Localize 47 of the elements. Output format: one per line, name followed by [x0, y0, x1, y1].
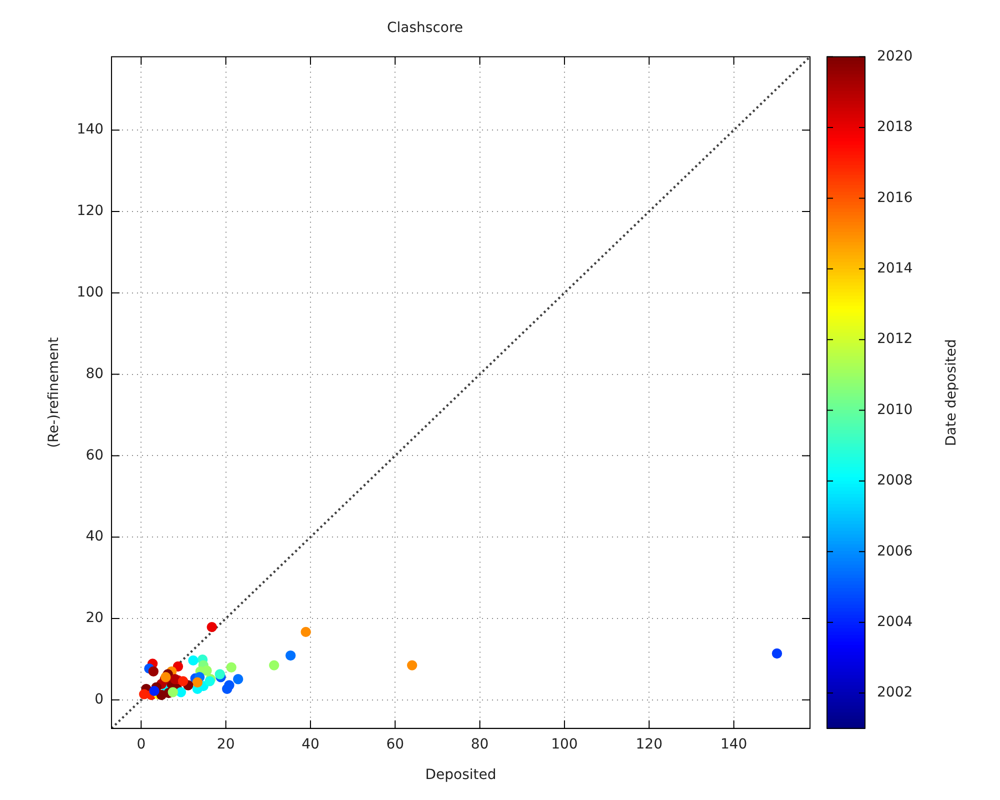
x-axis-title: Deposited — [425, 767, 496, 784]
point — [192, 677, 203, 688]
point — [222, 684, 232, 694]
color-bar-label: 2008 — [877, 472, 913, 489]
y-tick-label: 40 — [86, 528, 104, 545]
color-bar-label: 2012 — [877, 331, 913, 348]
y-tick-label: 120 — [76, 203, 104, 220]
point — [268, 660, 280, 670]
point — [214, 669, 225, 680]
point — [178, 676, 188, 686]
color-bar-label: 2010 — [877, 402, 913, 418]
x-tick-label: 40 — [302, 736, 320, 752]
y-tick-label: 80 — [86, 366, 104, 382]
y-tick-label: 60 — [86, 447, 104, 464]
y-tick-label: 100 — [76, 284, 104, 301]
point — [149, 686, 160, 696]
point — [226, 662, 236, 672]
y-tick-label: 0 — [94, 692, 104, 708]
point — [232, 674, 244, 684]
color-bar-title: Date deposited — [944, 339, 960, 446]
color-bar-label: 2018 — [877, 119, 913, 136]
y-tick-label: 140 — [76, 122, 104, 138]
y-axis-title: (Re-)refinement — [46, 336, 62, 448]
color-bar-label: 2002 — [877, 684, 913, 701]
point — [148, 666, 159, 677]
x-tick-label: 0 — [136, 736, 146, 752]
color-bar-label: 2020 — [877, 48, 913, 64]
x-tick-label: 60 — [386, 736, 404, 752]
chart-title: Clashscore — [386, 20, 464, 36]
point — [188, 655, 198, 666]
point — [406, 660, 418, 670]
point — [206, 622, 217, 632]
x-tick-label: 20 — [216, 736, 235, 752]
color-bar-label: 2014 — [877, 260, 913, 277]
x-tick-label: 100 — [551, 736, 578, 752]
point — [285, 650, 296, 661]
x-tick-label: 120 — [636, 736, 663, 752]
color-bar-label: 2016 — [877, 190, 913, 206]
x-tick-label: 140 — [720, 736, 748, 752]
point — [168, 687, 178, 698]
point — [156, 690, 167, 700]
y-tick-label: 20 — [86, 610, 104, 626]
color-bar-label: 2004 — [877, 614, 913, 630]
color-bar-label: 2006 — [877, 543, 913, 560]
point — [772, 648, 782, 659]
point — [300, 626, 311, 638]
x-tick-label: 80 — [470, 736, 489, 752]
